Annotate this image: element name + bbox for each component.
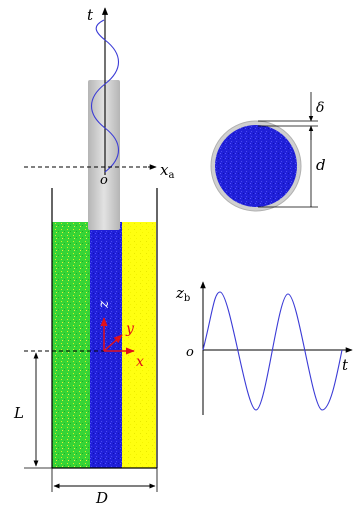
xa-sub: a <box>168 170 174 181</box>
cross-section: δ d <box>210 92 326 212</box>
rod-tube <box>88 80 120 230</box>
zb-plot: zb o t <box>175 281 353 415</box>
zb-sine-curve <box>202 291 343 411</box>
L-label: L <box>13 404 24 422</box>
t-axis-label: t <box>87 6 94 24</box>
zb-sub: b <box>184 293 190 304</box>
top-sine-curve <box>90 19 120 173</box>
t-plot-label: t <box>342 356 349 374</box>
D-label: D <box>95 489 108 507</box>
origin-plot-label: o <box>186 345 194 360</box>
top-time-axis: t <box>87 6 120 175</box>
d-label: d <box>316 156 326 174</box>
zb-main: z <box>175 284 184 302</box>
green-particles <box>52 222 92 468</box>
blue-particles <box>90 222 122 468</box>
y-local-label: y <box>125 321 135 337</box>
yellow-particles <box>120 222 156 468</box>
cross-section-particles <box>215 125 297 207</box>
zb-label: zb <box>175 284 190 304</box>
x-local-label: x <box>136 354 144 370</box>
granular-container <box>51 188 158 469</box>
xa-label: xa <box>160 161 174 181</box>
z-local-label: z <box>96 300 112 309</box>
xa-main: x <box>160 161 169 179</box>
L-dimension: L <box>13 352 52 469</box>
delta-label: δ <box>316 100 324 116</box>
D-dimension: D <box>51 468 158 507</box>
xa-axis: o xa <box>24 161 174 188</box>
origin-top-label: o <box>100 173 108 188</box>
local-frame: z y x <box>24 300 144 370</box>
